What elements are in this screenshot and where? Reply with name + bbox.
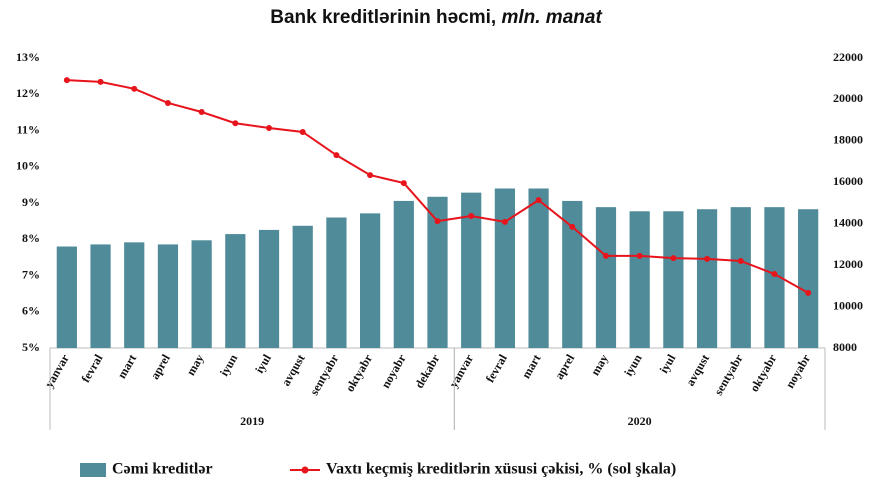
x-tick-label: may bbox=[183, 352, 206, 378]
line-point bbox=[771, 271, 778, 278]
bar bbox=[663, 211, 684, 348]
line-point bbox=[299, 128, 306, 135]
title-unit: mln. manat bbox=[501, 7, 602, 28]
x-tick-label: iyun bbox=[217, 352, 241, 379]
y2-tick-label: 12000 bbox=[833, 257, 863, 271]
bar bbox=[326, 217, 347, 348]
bar bbox=[764, 207, 785, 348]
bar bbox=[258, 229, 280, 348]
line-point bbox=[636, 252, 643, 259]
x-tick-label: iyul bbox=[657, 351, 679, 375]
line-point bbox=[805, 289, 812, 296]
group-label: 2020 bbox=[628, 414, 652, 428]
y-tick-label: 11% bbox=[17, 122, 40, 136]
x-tick-label: yanvar bbox=[42, 351, 72, 390]
x-tick-label: aprel bbox=[148, 351, 174, 381]
x-tick-label: sentyabr bbox=[711, 351, 746, 397]
x-tick-label: fevral bbox=[483, 351, 510, 385]
group-label: 2019 bbox=[240, 414, 264, 428]
line-point bbox=[535, 197, 542, 204]
line-point bbox=[704, 255, 711, 262]
bar bbox=[393, 200, 414, 348]
bar bbox=[157, 244, 179, 348]
y2-tick-label: 22000 bbox=[833, 50, 863, 64]
line-point bbox=[367, 172, 374, 179]
x-tick-label: iyul bbox=[252, 351, 274, 375]
legend-label: Cəmi kreditlər bbox=[112, 461, 213, 478]
bar bbox=[292, 225, 313, 348]
line-point bbox=[468, 213, 475, 220]
bar bbox=[562, 200, 583, 348]
line-point bbox=[164, 99, 171, 106]
bar bbox=[528, 188, 549, 348]
bar bbox=[629, 211, 650, 348]
y-tick-label: 9% bbox=[22, 195, 40, 209]
bar bbox=[798, 209, 819, 348]
x-tick-label: fevral bbox=[78, 351, 105, 385]
line-point bbox=[333, 152, 340, 159]
x-tick-label: dekabr bbox=[412, 351, 443, 390]
legend-swatch bbox=[80, 463, 106, 477]
y2-tick-label: 16000 bbox=[833, 174, 863, 188]
line-point bbox=[670, 255, 677, 262]
y2-tick-label: 14000 bbox=[833, 215, 863, 229]
bar bbox=[191, 240, 212, 348]
line-point bbox=[198, 109, 205, 116]
x-tick-label: noyabr bbox=[783, 351, 814, 390]
x-tick-label: avqust bbox=[279, 352, 308, 388]
y-tick-label: 5% bbox=[22, 340, 40, 354]
line-point bbox=[131, 85, 138, 92]
x-tick-label: oktyabr bbox=[747, 351, 780, 394]
x-tick-label: mart bbox=[114, 352, 139, 381]
bar bbox=[90, 244, 111, 348]
bar bbox=[696, 209, 718, 348]
chart-title: Bank kreditlərinin həcmi, mln. manat bbox=[270, 7, 602, 28]
bar bbox=[730, 207, 751, 348]
x-tick-label: sentyabr bbox=[307, 351, 342, 397]
y-tick-label: 6% bbox=[22, 304, 40, 318]
bar bbox=[225, 234, 246, 348]
y-tick-label: 13% bbox=[16, 50, 40, 64]
line-point bbox=[434, 218, 441, 225]
x-tick-label: avqust bbox=[683, 352, 712, 388]
x-tick-label: mart bbox=[519, 352, 544, 381]
bar bbox=[360, 213, 381, 348]
x-tick-label: oktyabr bbox=[343, 351, 376, 394]
line-point bbox=[569, 223, 576, 230]
x-tick-label: iyun bbox=[621, 352, 645, 379]
line-point bbox=[737, 258, 744, 264]
y-tick-label: 10% bbox=[16, 159, 40, 173]
x-tick-label: noyabr bbox=[378, 351, 409, 390]
bar bbox=[56, 246, 77, 348]
bar bbox=[124, 242, 145, 348]
bar bbox=[427, 196, 448, 348]
line-point bbox=[97, 78, 104, 85]
title-main: Bank kreditlərinin həcmi, bbox=[270, 7, 496, 28]
legend-label: Vaxtı keçmiş kreditlərin xüsusi çəkisi, … bbox=[326, 461, 676, 478]
y2-tick-label: 8000 bbox=[833, 340, 857, 354]
y-tick-label: 12% bbox=[16, 86, 40, 100]
line-point bbox=[400, 180, 407, 187]
bar bbox=[595, 207, 617, 348]
y-tick-label: 8% bbox=[22, 231, 40, 245]
line-point bbox=[501, 218, 508, 225]
y-tick-label: 7% bbox=[22, 267, 40, 281]
y2-tick-label: 18000 bbox=[833, 133, 863, 147]
x-tick-label: may bbox=[588, 352, 611, 378]
legend-swatch bbox=[301, 466, 309, 474]
x-tick-label: yanvar bbox=[446, 351, 476, 390]
line-point bbox=[602, 252, 609, 259]
line-point bbox=[63, 77, 70, 84]
line-point bbox=[232, 120, 239, 127]
line-point bbox=[266, 124, 273, 131]
x-tick-label: aprel bbox=[552, 351, 578, 381]
bar bbox=[461, 192, 482, 348]
bar bbox=[494, 188, 515, 348]
y2-tick-label: 20000 bbox=[833, 91, 863, 105]
y2-tick-label: 10000 bbox=[833, 298, 863, 312]
